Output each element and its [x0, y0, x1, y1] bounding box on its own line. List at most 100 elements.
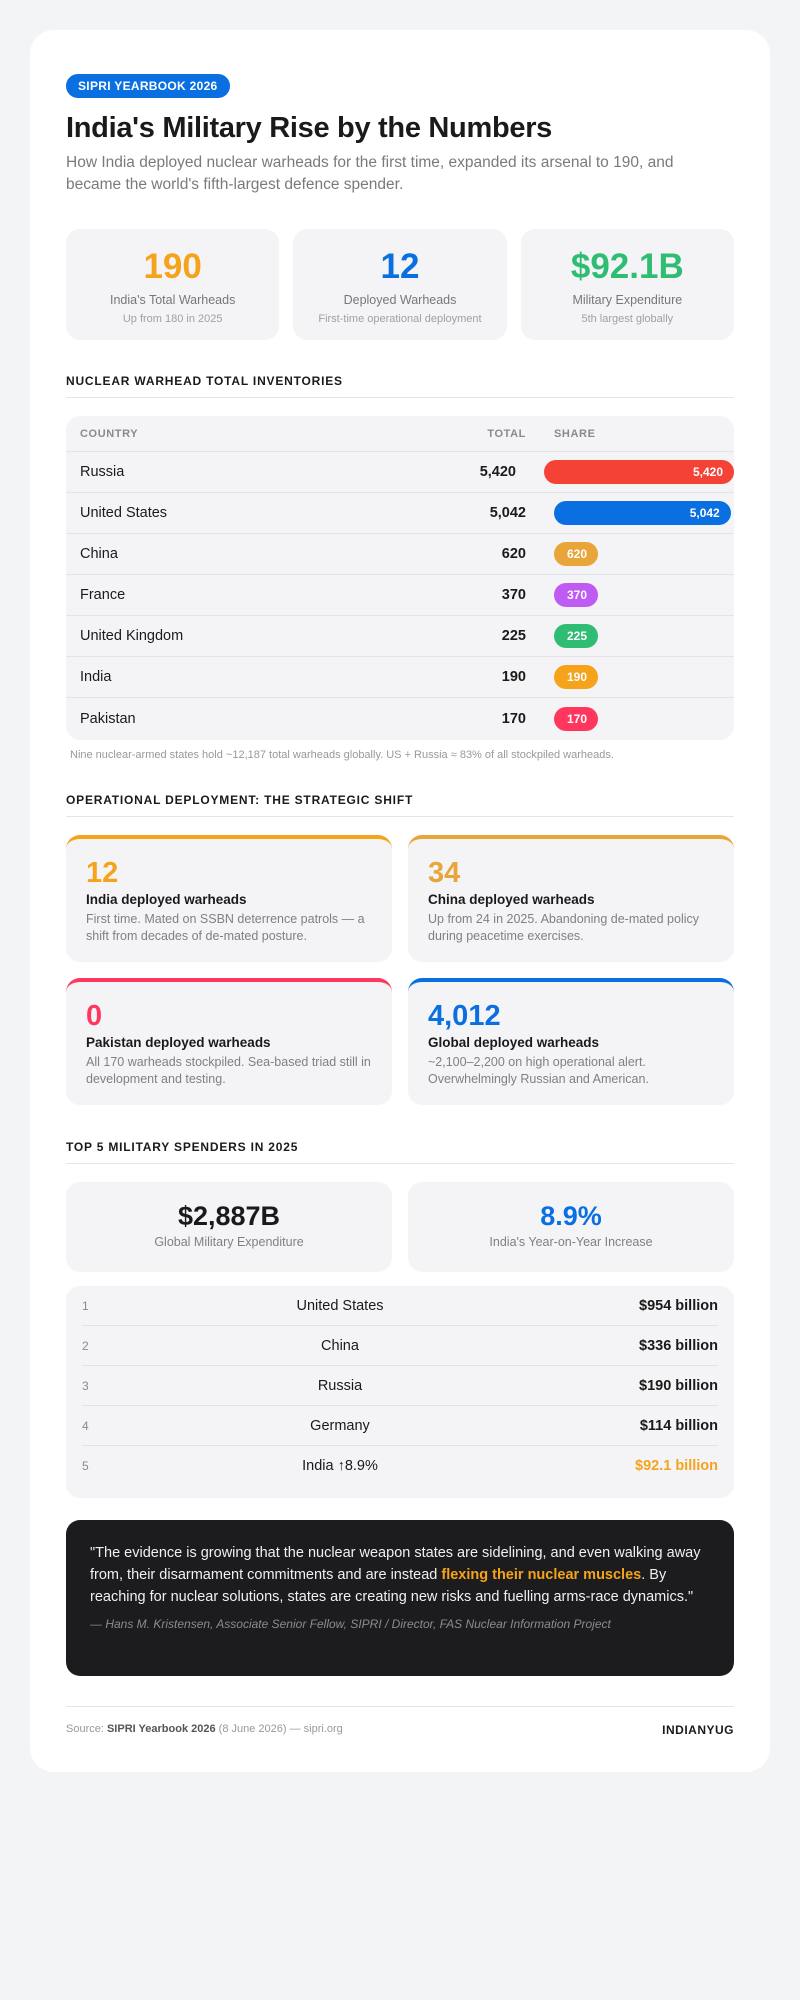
stat-label: Military Expenditure: [572, 293, 683, 307]
stat-global-expenditure: $2,887B Global Military Expenditure: [66, 1182, 392, 1272]
row-country: France: [80, 587, 126, 603]
deployment-grid: 12 India deployed warheads First time. Mat…: [66, 835, 734, 1105]
spending-stats: $2,887B Global Military Expenditure 8.9%…: [66, 1182, 734, 1272]
table-row: Russia 5,420 5,420: [66, 452, 734, 493]
deployment-description: First time. Mated on SSBN deterrence pat…: [86, 912, 365, 943]
row-total: 170: [501, 710, 526, 727]
stat-label: India's Year-on-Year Increase: [489, 1235, 653, 1249]
stat-india-increase: 8.9% India's Year-on-Year Increase: [408, 1182, 734, 1272]
row-share: 370: [526, 575, 734, 615]
stat-military-expenditure: $92.1B Military Expenditure 5th largest …: [520, 229, 734, 340]
header-share: SHARE: [554, 427, 596, 440]
inventory-table: COUNTRY TOTAL SHARE Russia 5,420 5,420 Unit…: [66, 416, 734, 740]
table-row: China 620 620: [66, 534, 734, 575]
row-share: 190: [526, 657, 734, 697]
header-total: TOTAL: [487, 427, 526, 440]
row-total: 190: [501, 669, 526, 685]
row-total: 370: [501, 587, 526, 603]
rank-number: 1: [82, 1298, 89, 1313]
rank-number: 4: [82, 1418, 89, 1433]
row-share: 5,420: [516, 452, 734, 492]
deployment-card: 4,012 Global deployed warheads ~2,100–2,20…: [408, 978, 734, 1105]
row-country: Pakistan: [80, 710, 136, 727]
rank-value: $954 billion: [639, 1297, 718, 1314]
source-prefix: Source:: [66, 1723, 107, 1735]
table-row: 4 Germany $114 billion: [82, 1406, 718, 1446]
header-country: COUNTRY: [80, 427, 139, 440]
table-row: United States 5,042 5,042: [66, 493, 734, 534]
table-row: India 190 190: [66, 657, 734, 698]
key-stats: 190 India's Total Warheads Up from 180 i…: [66, 229, 734, 340]
stat-value: $92.1B: [570, 247, 684, 286]
row-share: 5,042: [526, 493, 734, 533]
section-title-spenders: TOP 5 MILITARY SPENDERS IN 2025: [66, 1140, 734, 1164]
table-row: 2 China $336 billion: [82, 1326, 718, 1366]
share-bar: 170: [554, 706, 598, 731]
row-share: 620: [526, 534, 734, 574]
quote-text: "The evidence is growing that the nuclea…: [90, 1542, 710, 1608]
row-country: United States: [80, 505, 168, 521]
deployment-card: 34 China deployed warheads Up from 24 in 2…: [408, 835, 734, 962]
deployment-label: China deployed warheads: [428, 892, 595, 907]
share-bar: 5,042: [554, 501, 731, 525]
deployment-label: Global deployed warheads: [428, 1035, 600, 1050]
stat-value: $2,887B: [177, 1201, 281, 1231]
rank-country: India ↑8.9%: [302, 1458, 378, 1474]
stat-value: 8.9%: [540, 1201, 602, 1231]
row-country: China: [80, 546, 118, 562]
share-bar: 370: [554, 583, 598, 607]
brand-logo: INDIANYUG: [662, 1723, 734, 1737]
stat-deployed-warheads: 12 Deployed Warheads First-time operatio…: [293, 229, 507, 340]
stat-total-warheads: 190 India's Total Warheads Up from 180 i…: [66, 229, 280, 340]
share-bar: 225: [554, 624, 598, 648]
source-suffix: (8 June 2026) — sipri.org: [215, 1723, 343, 1735]
row-share: 170: [526, 698, 734, 739]
row-country: India: [80, 669, 112, 685]
footer: Source: SIPRI Yearbook 2026 (8 June 2026…: [66, 1706, 734, 1737]
rank-country: United States: [296, 1297, 384, 1314]
deployment-number: 4,012: [428, 1000, 501, 1032]
quote-text-after: . By reaching for nuclear solutions, sta…: [90, 1567, 694, 1605]
spenders-table: 1 United States $954 billion 2 China $336 bil…: [66, 1286, 734, 1498]
rank-value: $114 billion: [639, 1417, 718, 1434]
table-row: France 370 370: [66, 575, 734, 616]
table-row: 5 India ↑8.9% $92.1 billion: [82, 1446, 718, 1486]
row-total: 225: [501, 628, 526, 644]
share-bar: 5,420: [544, 460, 734, 484]
footer-source: Source: SIPRI Yearbook 2026 (8 June 2026…: [66, 1723, 343, 1737]
deployment-description: ~2,100–2,200 on high operational alert. …: [428, 1055, 649, 1086]
rank-country: Germany: [310, 1417, 370, 1434]
section-title-inventories: NUCLEAR WARHEAD TOTAL INVENTORIES: [66, 374, 734, 398]
quote-author: — Hans M. Kristensen, Associate Senior F…: [90, 1617, 611, 1631]
rank-number: 5: [82, 1459, 89, 1473]
infographic-card: SIPRI YEARBOOK 2026 India's Military Ris…: [30, 30, 770, 1772]
stat-sub: Up from 180 in 2025: [122, 313, 223, 325]
stat-label: Global Military Expenditure: [154, 1235, 304, 1249]
quote-text-before: "The evidence is growing that the nuclea…: [90, 1545, 701, 1583]
yearbook-badge: SIPRI YEARBOOK 2026: [66, 74, 230, 98]
rank-value: $190 billion: [639, 1377, 718, 1394]
row-total: 5,420: [479, 464, 516, 480]
stat-sub: 5th largest globally: [581, 313, 674, 325]
row-country: Russia: [80, 464, 125, 480]
row-country: United Kingdom: [80, 628, 184, 644]
stat-label: Deployed Warheads: [343, 293, 457, 307]
deployment-number: 0: [86, 1000, 103, 1032]
deployment-label: Pakistan deployed warheads: [86, 1035, 271, 1050]
deployment-card: 0 Pakistan deployed warheads All 170 warhe…: [66, 978, 392, 1105]
deployment-description: Up from 24 in 2025. Abandoning de-mated …: [428, 912, 700, 943]
rank-number: 3: [82, 1378, 89, 1393]
deployment-label: India deployed warheads: [86, 892, 247, 907]
table-row: United Kingdom 225 225: [66, 616, 734, 657]
page-subtitle: How India deployed nuclear warheads for …: [66, 154, 674, 193]
stat-value: 190: [143, 247, 202, 286]
row-total: 620: [501, 546, 526, 562]
rank-value: $92.1 billion: [635, 1458, 718, 1474]
rank-country: China: [321, 1337, 359, 1354]
stat-value: 12: [380, 247, 420, 286]
inventory-note: Nine nuclear-armed states hold ~12,187 t…: [70, 749, 614, 761]
table-row: 1 United States $954 billion: [82, 1286, 718, 1326]
deployment-description: All 170 warheads stockpiled. Sea-based t…: [86, 1055, 371, 1086]
row-share: 225: [526, 616, 734, 656]
stat-sub: First-time operational deployment: [318, 313, 482, 325]
